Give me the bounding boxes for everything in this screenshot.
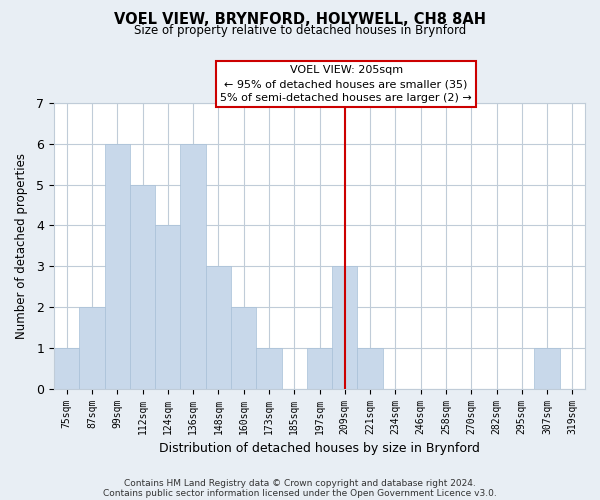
- Bar: [332, 266, 358, 388]
- Text: Contains public sector information licensed under the Open Government Licence v3: Contains public sector information licen…: [103, 488, 497, 498]
- Text: VOEL VIEW: 205sqm
← 95% of detached houses are smaller (35)
5% of semi-detached : VOEL VIEW: 205sqm ← 95% of detached hous…: [220, 65, 472, 103]
- X-axis label: Distribution of detached houses by size in Brynford: Distribution of detached houses by size …: [159, 442, 480, 455]
- Bar: [181, 144, 206, 388]
- Text: Size of property relative to detached houses in Brynford: Size of property relative to detached ho…: [134, 24, 466, 37]
- Bar: [130, 184, 155, 388]
- Text: Contains HM Land Registry data © Crown copyright and database right 2024.: Contains HM Land Registry data © Crown c…: [124, 478, 476, 488]
- Bar: [307, 348, 332, 389]
- Bar: [79, 307, 104, 388]
- Y-axis label: Number of detached properties: Number of detached properties: [15, 153, 28, 339]
- Bar: [206, 266, 231, 388]
- Bar: [231, 307, 256, 388]
- Bar: [54, 348, 79, 389]
- Bar: [104, 144, 130, 388]
- Bar: [535, 348, 560, 389]
- Bar: [256, 348, 281, 389]
- Bar: [358, 348, 383, 389]
- Text: VOEL VIEW, BRYNFORD, HOLYWELL, CH8 8AH: VOEL VIEW, BRYNFORD, HOLYWELL, CH8 8AH: [114, 12, 486, 28]
- Bar: [155, 226, 181, 388]
